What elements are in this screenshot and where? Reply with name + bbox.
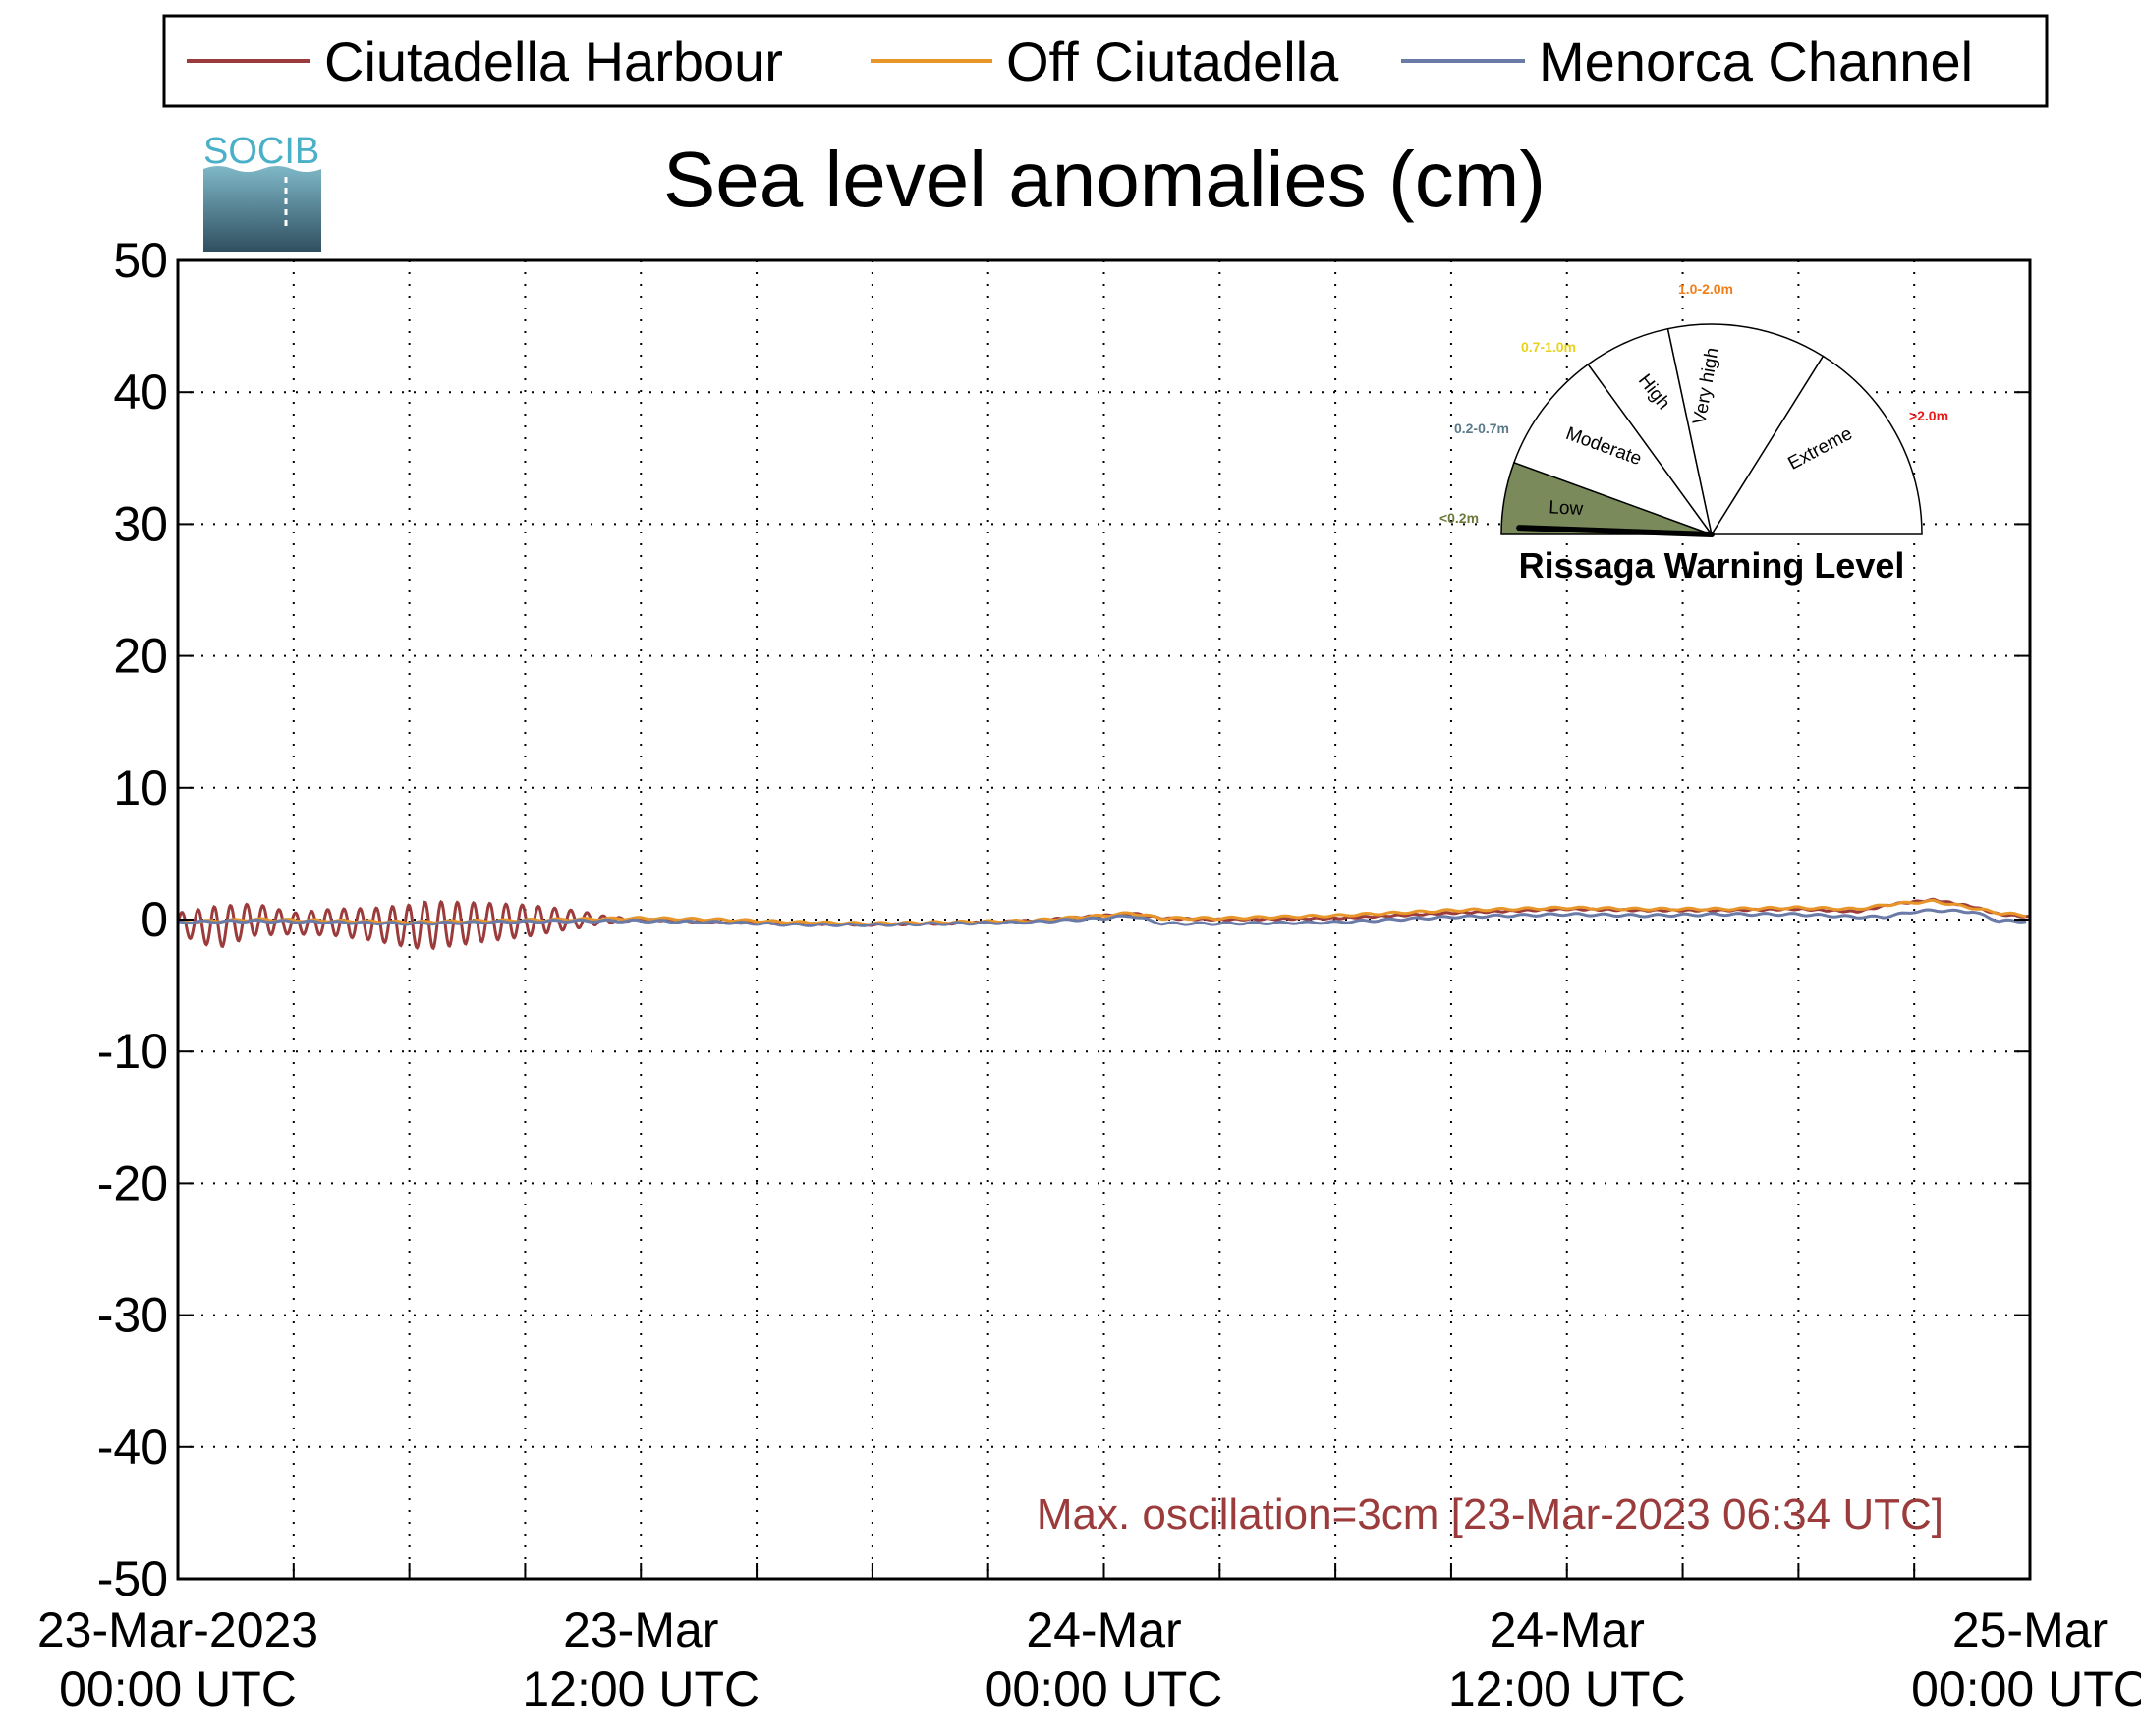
x-tick-label-date: 23-Mar-2023: [37, 1602, 318, 1657]
y-tick-label: 30: [113, 496, 168, 551]
y-tick-label: 40: [113, 364, 168, 420]
x-tick-label-date: 23-Mar: [563, 1602, 718, 1657]
gauge-range-label: 0.7-1.0m: [1521, 339, 1576, 355]
max-oscillation-annotation: Max. oscillation=3cm [23-Mar-2023 06:34 …: [1037, 1490, 1944, 1539]
x-tick-label-time: 00:00 UTC: [59, 1661, 297, 1716]
socib-logo: SOCIB: [203, 131, 321, 252]
x-tick-label-date: 24-Mar: [1026, 1602, 1181, 1657]
y-tick-label: -10: [97, 1024, 168, 1079]
gauge-sector-extreme: [1710, 355, 1923, 535]
gauge-sector-very-high: [1666, 323, 1825, 536]
series-lines: [176, 897, 2030, 951]
gauge-sector-label: Low: [1549, 497, 1584, 520]
gauge-needle: [1516, 525, 1715, 537]
gauge-title: Rissaga Warning Level: [1519, 545, 1905, 586]
gauge-range-label: <0.2m: [1439, 510, 1479, 526]
socib-logo-wave: [203, 166, 321, 252]
x-tick-label-time: 00:00 UTC: [986, 1661, 1223, 1716]
gauge-range-label: 0.2-0.7m: [1454, 420, 1509, 436]
y-tick-label: 50: [113, 233, 168, 288]
legend-label-off-ciutadella: Off Ciutadella: [1006, 30, 1339, 92]
x-tick-label-time: 12:00 UTC: [522, 1661, 760, 1716]
gauge-sector-moderate: [1512, 363, 1715, 536]
x-tick-label-date: 24-Mar: [1490, 1602, 1645, 1657]
legend-frame: [162, 14, 2049, 108]
y-tick-label: -20: [97, 1155, 168, 1210]
x-tick-label-time: 12:00 UTC: [1448, 1661, 1686, 1716]
y-axis-ticks: 50 40 30 20 10 0 -10 -20 -30 -40 -50: [97, 233, 2030, 1606]
gauge-range-label: 1.0-2.0m: [1678, 281, 1733, 297]
series-line-menorca-channel: [177, 908, 2027, 927]
legend-label-ciutadella-harbour: Ciutadella Harbour: [324, 30, 783, 92]
series-line-off-ciutadella: [177, 898, 2027, 926]
socib-logo-text: SOCIB: [203, 131, 319, 172]
chart-title: Sea level anomalies (cm): [663, 136, 1546, 223]
legend-label-menorca-channel: Menorca Channel: [1539, 30, 1973, 92]
y-tick-label: 10: [113, 760, 168, 815]
legend: Ciutadella Harbour Off Ciutadella Menorc…: [162, 14, 2049, 108]
gauge-range-label: >2.0m: [1909, 408, 1948, 423]
y-tick-label: 20: [113, 629, 168, 684]
x-tick-label-date: 25-Mar: [1952, 1602, 2108, 1657]
y-tick-label: -50: [97, 1551, 168, 1606]
y-tick-label: 0: [141, 892, 168, 947]
y-tick-label: -30: [97, 1288, 168, 1343]
x-tick-label-time: 00:00 UTC: [1911, 1661, 2141, 1716]
y-tick-label: -40: [97, 1420, 168, 1475]
